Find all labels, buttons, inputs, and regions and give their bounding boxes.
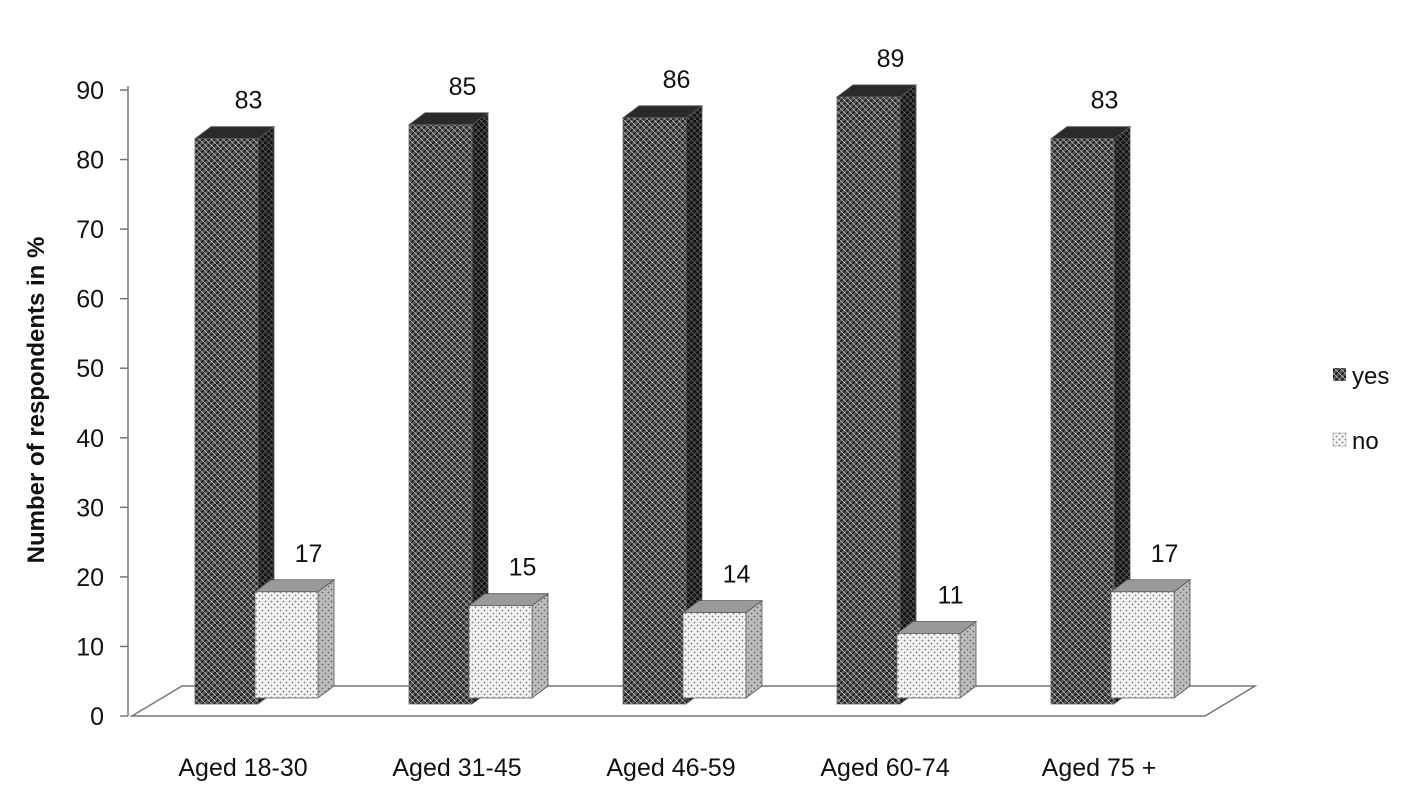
x-category-label-1: Aged 31-45 xyxy=(392,754,521,782)
y-axis: 0 10 20 30 40 50 60 70 80 90 xyxy=(76,77,129,731)
bar-side-face xyxy=(531,592,549,699)
y-tick-label: 80 xyxy=(76,147,104,175)
x-category-label-4: Aged 75 + xyxy=(1042,754,1157,782)
y-tick-label: 0 xyxy=(90,703,104,731)
bar-side-face xyxy=(317,578,335,699)
y-axis-title: Number of respondents in % xyxy=(23,237,50,564)
y-tick-label: 70 xyxy=(76,216,104,244)
bar-front-face xyxy=(682,612,747,699)
bar-side-face xyxy=(899,84,917,705)
bar-front-face xyxy=(622,117,687,705)
bar-yes-3 xyxy=(835,84,918,705)
bar-yes-2 xyxy=(621,105,704,705)
bar-front-face xyxy=(1050,138,1115,705)
data-label-yes-2: 86 xyxy=(663,66,691,94)
data-label-yes-1: 85 xyxy=(449,73,477,101)
legend: yes no xyxy=(1332,363,1389,455)
bar-front-face xyxy=(194,138,259,705)
y-tick-label: 20 xyxy=(76,564,104,592)
bar-no-0 xyxy=(253,578,336,699)
x-axis-categories: Aged 18-30 Aged 31-45 Aged 46-59 Aged 60-74… xyxy=(178,754,1156,782)
bar-no-2 xyxy=(681,599,764,699)
bar-front-face xyxy=(836,96,901,705)
bar-front-face xyxy=(896,633,961,699)
data-label-no-4: 17 xyxy=(1151,540,1179,568)
legend-item-no: no xyxy=(1332,428,1379,455)
legend-label-no: no xyxy=(1352,428,1379,455)
bar-front-face xyxy=(254,591,319,699)
y-tick-label: 40 xyxy=(76,425,104,453)
data-labels: 83 17 85 15 86 14 89 11 83 17 xyxy=(235,45,1179,610)
bar-front-face xyxy=(468,605,533,699)
y-tick-label: 50 xyxy=(76,355,104,383)
bar-no-1 xyxy=(467,592,550,699)
data-label-no-3: 11 xyxy=(938,581,964,609)
y-tick-label: 30 xyxy=(76,494,104,522)
data-label-no-2: 14 xyxy=(723,561,751,589)
legend-item-yes: yes xyxy=(1333,363,1389,390)
data-label-yes-4: 83 xyxy=(1091,87,1119,115)
data-label-yes-0: 83 xyxy=(235,87,263,115)
bar-side-face xyxy=(959,620,977,699)
data-label-yes-3: 89 xyxy=(877,45,905,73)
bar-side-face xyxy=(1173,578,1191,699)
bars xyxy=(193,84,1192,705)
legend-swatch-no xyxy=(1332,432,1347,447)
bar-yes-1 xyxy=(407,111,490,705)
x-category-label-0: Aged 18-30 xyxy=(178,754,307,782)
bar-front-face xyxy=(408,124,473,705)
legend-swatch-yes xyxy=(1333,368,1346,381)
x-category-label-3: Aged 60-74 xyxy=(820,754,949,782)
bar-yes-4 xyxy=(1049,125,1132,705)
bar-side-face xyxy=(745,599,763,699)
bar-no-4 xyxy=(1109,578,1192,699)
data-label-no-0: 17 xyxy=(295,540,323,568)
bar-front-face xyxy=(1110,591,1175,699)
legend-label-yes: yes xyxy=(1352,363,1389,390)
bar-no-3 xyxy=(895,620,978,699)
bar-yes-0 xyxy=(193,125,276,705)
y-tick-label: 90 xyxy=(76,77,104,105)
y-tick-label: 10 xyxy=(76,633,104,661)
x-category-label-2: Aged 46-59 xyxy=(606,754,735,782)
y-tick-label: 60 xyxy=(76,286,104,314)
data-label-no-1: 15 xyxy=(509,554,537,582)
